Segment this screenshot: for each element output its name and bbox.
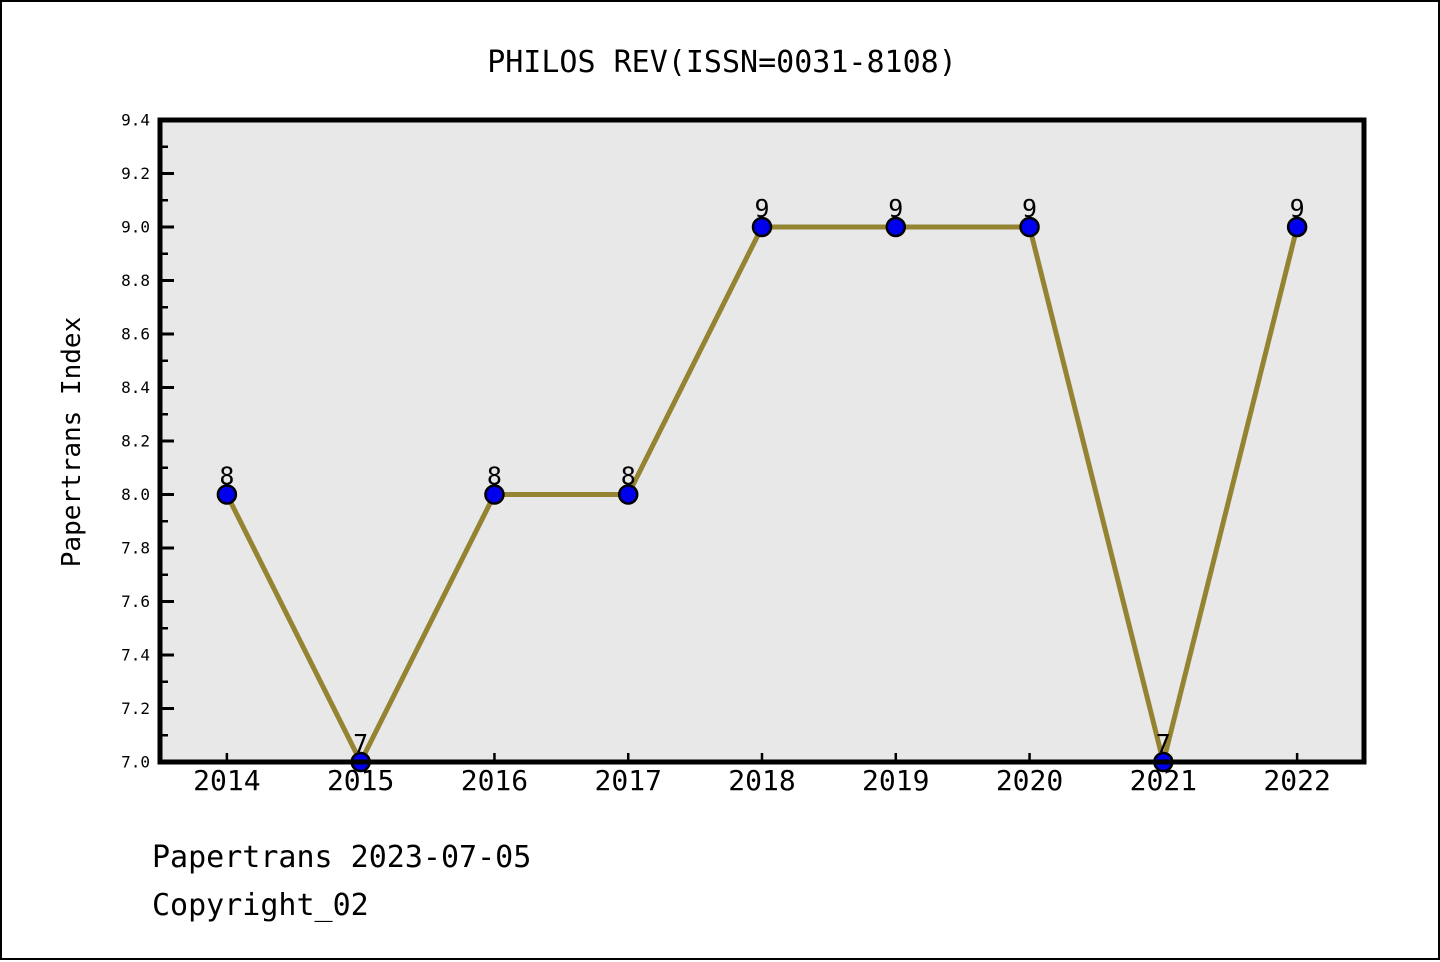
plot-area: 7.0 7.2 7.4 7.6 7.8 8.0 8.2 8.4 8.6 8.8 9.0 9.2 9.4 2… [121, 111, 1367, 797]
y-tick-label: 9.2 [121, 164, 150, 183]
data-point [751, 216, 773, 238]
x-tick-label: 2014 [193, 764, 260, 797]
y-tick-label: 8.8 [121, 271, 150, 290]
y-tick-label: 9.0 [121, 218, 150, 237]
y-tick-label: 9.4 [121, 111, 150, 130]
x-tick-label: 2017 [595, 764, 662, 797]
x-tick-label: 2016 [461, 764, 528, 797]
data-point [885, 216, 907, 238]
chart-title: PHILOS REV(ISSN=0031-8108) [487, 45, 957, 80]
y-tick-label: 8.2 [121, 432, 150, 451]
x-tick-label: 2020 [996, 764, 1063, 797]
x-tick-label: 2022 [1263, 764, 1330, 797]
data-point [216, 484, 238, 505]
y-tick-label: 7.4 [121, 646, 150, 665]
data-point [617, 484, 639, 505]
data-point-label: 9 [754, 194, 769, 223]
data-point-label: 9 [888, 194, 903, 223]
y-tick-label: 7.0 [121, 753, 150, 772]
data-point-label: 9 [1022, 194, 1037, 223]
footer-copyright: Copyright_02 [152, 888, 369, 923]
data-point-label: 8 [219, 462, 234, 491]
footer-date: Papertrans 2023-07-05 [152, 840, 531, 875]
data-point-label: 8 [621, 462, 636, 491]
y-tick-label: 8.6 [121, 325, 150, 344]
plot-frame [157, 117, 1367, 765]
y-tick-label: 8.4 [121, 378, 150, 397]
data-point-label: 8 [487, 462, 502, 491]
x-tick-label: 2019 [862, 764, 929, 797]
x-tick-label: 2018 [728, 764, 795, 797]
y-axis-label: Papertrans Index [57, 317, 87, 567]
data-point-label: 7 [353, 729, 368, 758]
data-point [1019, 216, 1040, 238]
y-tick-label: 8.0 [121, 485, 150, 504]
data-point [1286, 216, 1308, 238]
data-point-label: 7 [1156, 729, 1171, 758]
y-tick-label: 7.6 [121, 592, 150, 611]
data-point [484, 484, 505, 505]
data-point-label: 9 [1290, 194, 1305, 223]
y-tick-label: 7.2 [121, 699, 150, 718]
y-tick-label: 7.8 [121, 539, 150, 558]
